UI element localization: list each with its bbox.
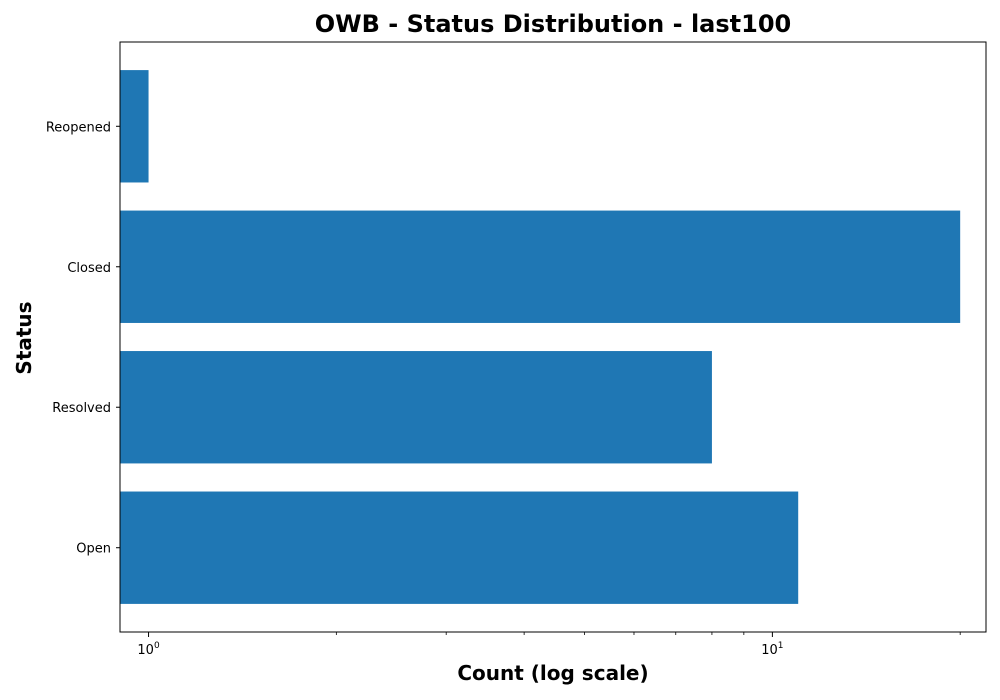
x-tick-label-1: 101 <box>761 641 783 658</box>
y-tick-label-reopened: Reopened <box>46 120 111 135</box>
bar-resolved <box>120 351 712 464</box>
chart-title: OWB - Status Distribution - last100 <box>314 10 792 38</box>
x-axis-label: Count (log scale) <box>457 661 649 685</box>
y-tick-label-resolved: Resolved <box>52 401 111 416</box>
bar-reopened <box>120 70 149 183</box>
y-tick-label-closed: Closed <box>67 261 111 276</box>
bar-closed <box>120 210 961 323</box>
axes-frame <box>119 41 987 633</box>
x-tick-label-0: 100 <box>137 641 160 658</box>
y-tick-label-open: Open <box>76 542 111 557</box>
bar-open <box>120 491 799 604</box>
